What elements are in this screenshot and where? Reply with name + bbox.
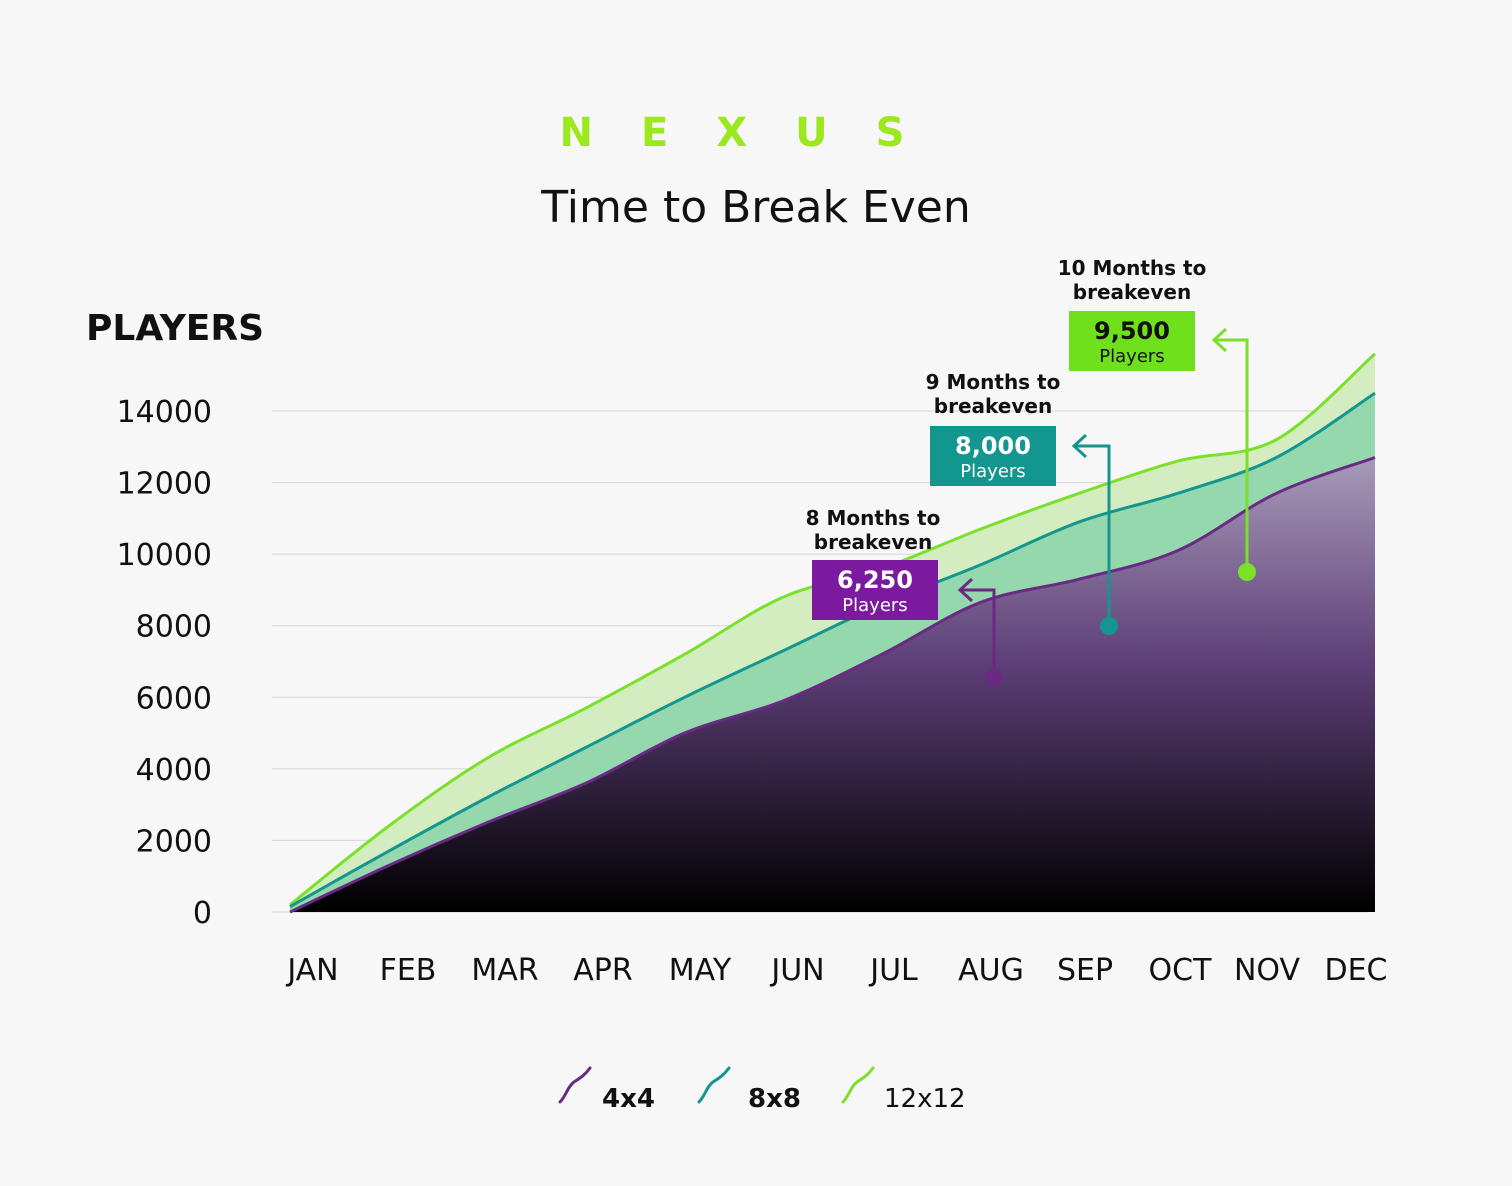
annotation-box	[1069, 311, 1195, 371]
legend-label: 12x12	[884, 1084, 966, 1114]
annotation-unit: Players	[1099, 346, 1164, 367]
series-line-8x8	[289, 391, 1376, 908]
x-tick-label: JAN	[285, 953, 338, 988]
nexus-logo: NEXUS	[560, 110, 953, 156]
legend-label: 8x8	[748, 1084, 801, 1114]
annotation-box	[930, 426, 1056, 486]
x-tick-label: NOV	[1234, 953, 1301, 988]
x-tick-label: AUG	[958, 953, 1024, 988]
annotation-unit: Players	[960, 461, 1025, 482]
legend-item-8x8: 8x8	[697, 1066, 801, 1114]
annotation-connector	[1214, 338, 1249, 572]
legend-swatch-icon	[697, 1066, 731, 1104]
annotation-value: 8,000	[955, 432, 1031, 460]
legend: 4x4 8x8 12x12	[558, 1066, 966, 1114]
annotation-headline: breakeven	[934, 394, 1052, 418]
annotation-connector	[1074, 444, 1111, 626]
y-tick-label: 14000	[117, 395, 212, 430]
legend-item-12x12: 12x12	[841, 1066, 966, 1114]
annotation-headline: 10 Months to	[1058, 256, 1207, 280]
annotation-headline: breakeven	[1073, 280, 1191, 304]
y-tick-label: 10000	[117, 538, 212, 573]
annotation-headline: breakeven	[814, 530, 932, 554]
x-tick-label: APR	[573, 953, 632, 988]
arrow-head-icon	[1211, 327, 1228, 353]
x-tick-label: MAR	[471, 953, 538, 988]
y-tick-label: 8000	[136, 610, 212, 645]
annotation-unit: Players	[842, 595, 907, 616]
y-ticks: 0 2000 4000 6000 8000 10000 12000 14000	[117, 395, 212, 931]
x-tick-label: JUL	[868, 953, 918, 988]
y-axis-label: PLAYERS	[86, 308, 264, 349]
annotation-headline: 8 Months to	[806, 506, 941, 530]
areas	[290, 353, 1375, 912]
legend-swatch-icon	[841, 1066, 875, 1104]
y-tick-label: 0	[193, 896, 212, 931]
annotation-connector	[960, 588, 996, 677]
annotation-value: 6,250	[837, 566, 913, 594]
annotation-headline: 9 Months to	[926, 370, 1061, 394]
legend-label: 4x4	[602, 1084, 655, 1114]
x-tick-label: DEC	[1324, 953, 1387, 988]
y-tick-label: 4000	[136, 753, 212, 788]
annotation-point	[985, 668, 1003, 686]
annotation-point	[1238, 563, 1256, 581]
arrow-head-icon	[1071, 433, 1088, 459]
annotation-point	[1100, 617, 1118, 635]
x-tick-label: FEB	[380, 953, 437, 988]
x-tick-label: MAY	[669, 953, 732, 988]
series-line-4x4	[289, 456, 1376, 914]
x-tick-label: JUN	[769, 953, 824, 988]
logo-wordmark: NEXUS	[560, 110, 953, 156]
x-tick-label: OCT	[1149, 953, 1213, 988]
chart-title: Time to Break Even	[540, 182, 970, 233]
legend-swatch-icon	[558, 1066, 592, 1104]
legend-item-4x4: 4x4	[558, 1066, 655, 1114]
x-ticks: JAN FEB MAR APR MAY JUN JUL AUG SEP OCT NOV DEC	[285, 953, 1387, 988]
y-tick-label: 12000	[117, 467, 212, 502]
arrow-head-icon	[957, 577, 974, 603]
y-tick-label: 2000	[136, 824, 212, 859]
annotation-value: 9,500	[1094, 317, 1170, 345]
annotation-box	[812, 560, 938, 620]
y-tick-label: 6000	[136, 681, 212, 716]
x-tick-label: SEP	[1057, 953, 1113, 988]
area-4x4	[290, 457, 1375, 912]
